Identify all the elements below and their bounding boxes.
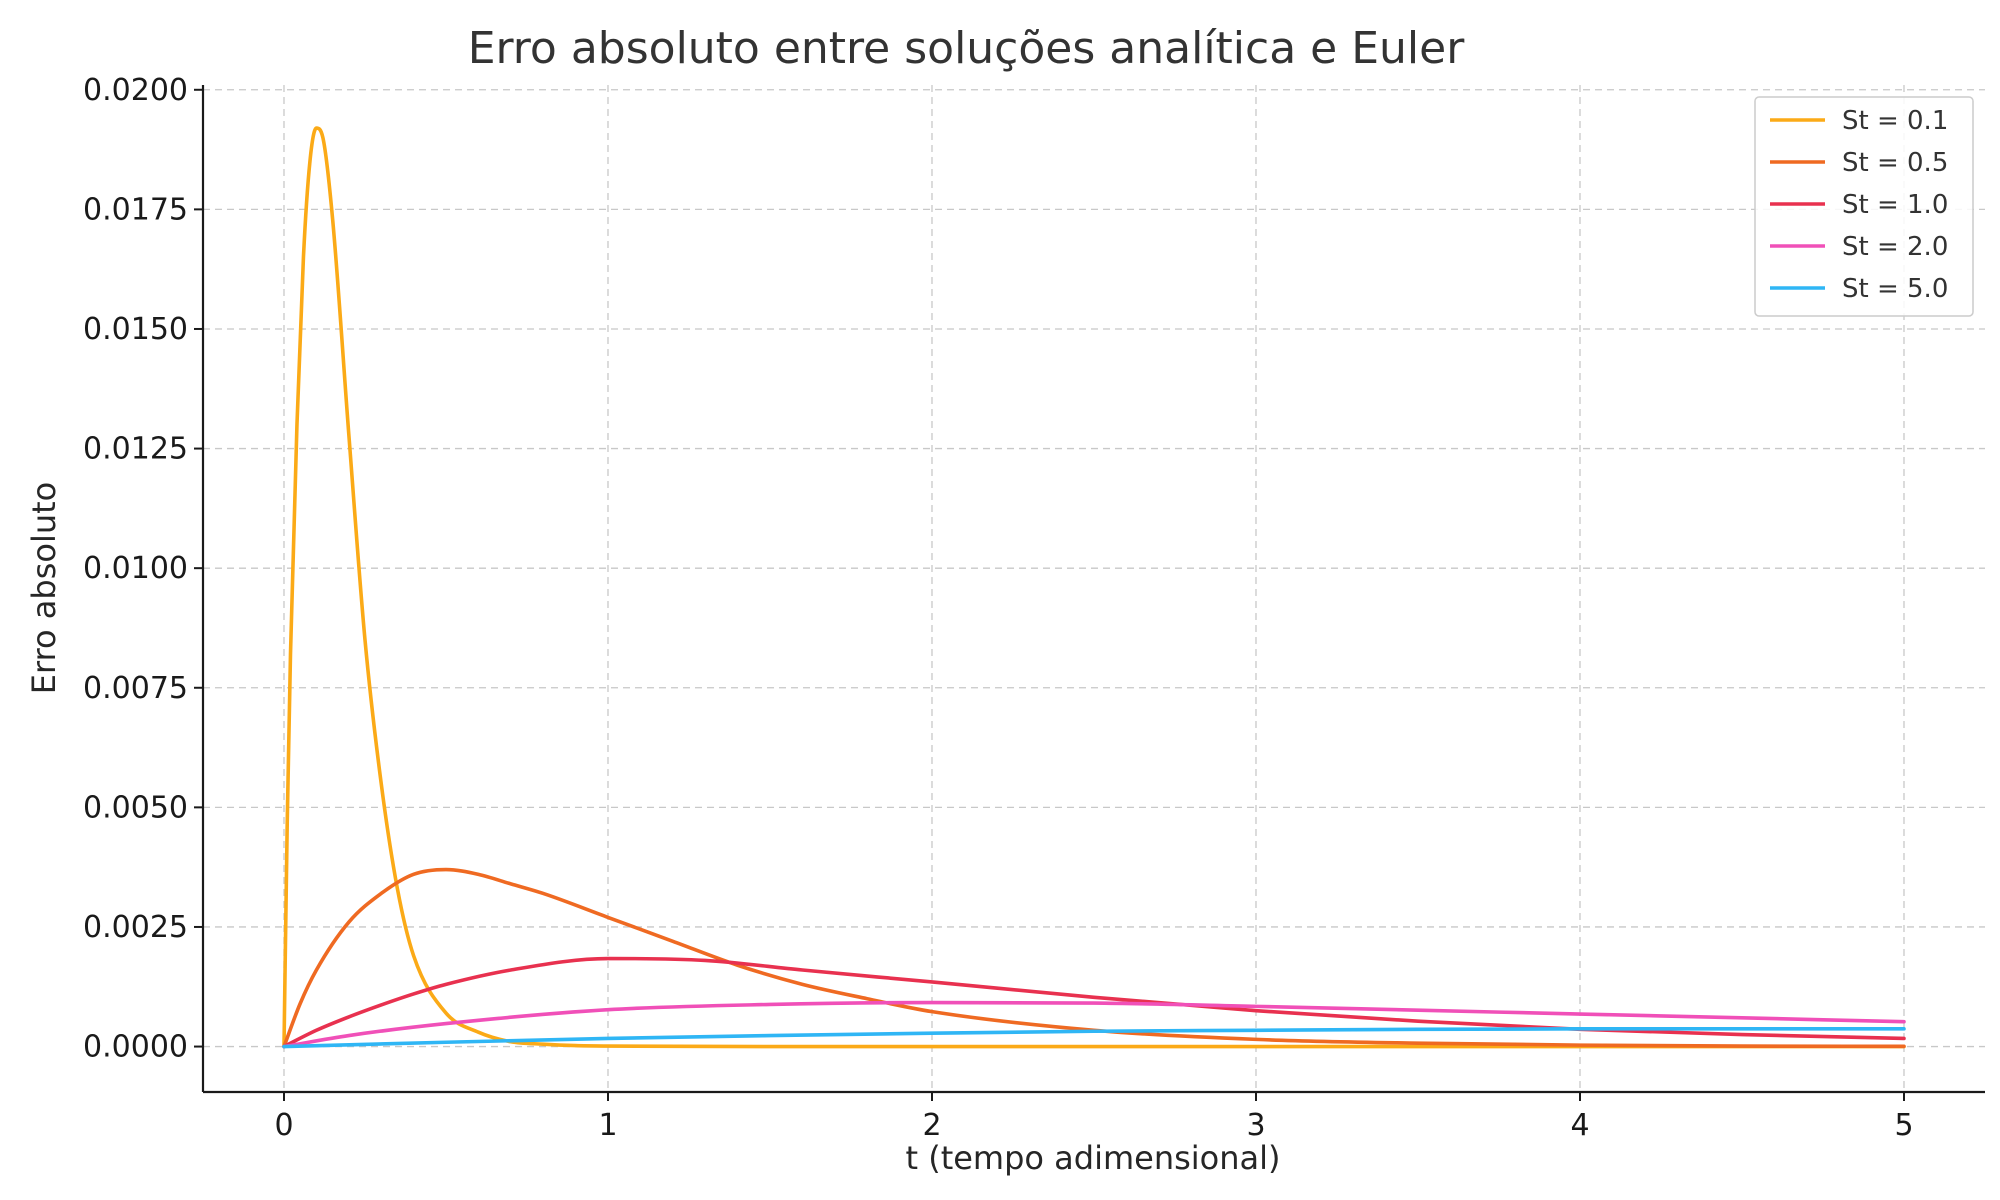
series-line-5 bbox=[282, 1027, 1906, 1049]
legend-label: St = 0.1 bbox=[1842, 106, 1948, 136]
legend: St = 0.1 St = 0.5 St = 1.0 St = 2.0 St = 5.0 bbox=[1754, 96, 1974, 317]
x-tick-label: 2 bbox=[922, 1108, 941, 1143]
x-tick-label: 5 bbox=[1894, 1108, 1913, 1143]
y-tick-label: 0.0200 bbox=[83, 73, 188, 108]
x-axis-label: t (tempo adimensional) bbox=[905, 1139, 1280, 1177]
y-tick-label: 0.0025 bbox=[83, 910, 188, 945]
y-tick-label: 0.0000 bbox=[83, 1030, 188, 1065]
x-ticks: 0 1 2 3 4 5 bbox=[274, 1092, 1914, 1143]
series-line-1 bbox=[282, 126, 1906, 1049]
y-tick-label: 0.0100 bbox=[83, 551, 188, 586]
legend-label: St = 0.5 bbox=[1842, 148, 1948, 178]
y-tick-label: 0.0150 bbox=[83, 312, 188, 347]
y-tick-label: 0.0125 bbox=[83, 432, 188, 467]
y-tick-label: 0.0175 bbox=[83, 192, 188, 227]
legend-frame bbox=[1754, 96, 1974, 317]
y-ticks: 0.0000 0.0025 0.0050 0.0075 0.0100 0.0125 0.01… bbox=[83, 73, 203, 1065]
y-tick-label: 0.0050 bbox=[83, 790, 188, 825]
legend-label: St = 1.0 bbox=[1842, 190, 1948, 220]
x-tick-label: 0 bbox=[274, 1108, 293, 1143]
axes bbox=[201, 85, 1985, 1094]
chart-title: Erro absoluto entre soluções analítica e… bbox=[468, 23, 1466, 74]
x-tick-label: 1 bbox=[598, 1108, 617, 1143]
legend-items: St = 0.1 St = 0.5 St = 1.0 St = 2.0 St = 5.0 bbox=[1770, 106, 1948, 304]
legend-label: St = 5.0 bbox=[1842, 274, 1948, 304]
x-tick-label: 4 bbox=[1570, 1108, 1589, 1143]
series-lines bbox=[282, 126, 1906, 1049]
series-line-4 bbox=[282, 1000, 1906, 1049]
y-axis-label: Erro absoluto bbox=[25, 482, 63, 694]
y-tick-label: 0.0075 bbox=[83, 671, 188, 706]
legend-label: St = 2.0 bbox=[1842, 232, 1948, 262]
series-line-2 bbox=[282, 867, 1906, 1049]
x-tick-label: 3 bbox=[1246, 1108, 1265, 1143]
grid bbox=[203, 85, 1985, 1092]
